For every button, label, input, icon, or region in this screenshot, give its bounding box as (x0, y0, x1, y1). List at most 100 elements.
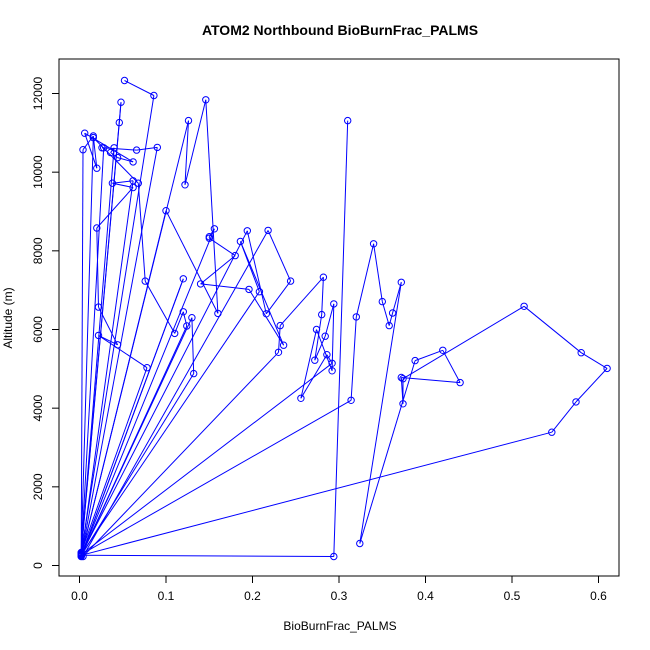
series-segment (174, 311, 184, 334)
series-segment (80, 137, 94, 553)
x-tick-label: 0.4 (417, 589, 434, 603)
series-segment (326, 354, 333, 364)
data-point (120, 76, 129, 85)
data-point (297, 394, 305, 402)
data-point (117, 98, 125, 106)
series-segment (279, 276, 324, 326)
series-segment (580, 352, 608, 369)
series-segment (265, 280, 292, 315)
data-point (214, 309, 222, 318)
x-tick-label: 0.2 (244, 589, 261, 603)
series-segment (191, 317, 195, 374)
data-point (129, 158, 137, 166)
series-segment (402, 305, 525, 380)
data-point (188, 314, 196, 322)
data-point (236, 237, 245, 246)
y-tick-label: 12000 (31, 76, 45, 110)
series-segment (96, 187, 134, 229)
series-segment (165, 210, 219, 314)
series-segment (80, 147, 105, 556)
y-tick-label: 6000 (31, 316, 45, 343)
x-tick-label: 0.0 (71, 589, 88, 603)
data-point (89, 133, 98, 142)
series-segment (359, 282, 402, 544)
series-segment (350, 316, 357, 401)
data-point (577, 349, 585, 357)
series-segment (442, 350, 461, 383)
series-segment (184, 99, 207, 185)
data-point (323, 351, 331, 359)
series-segment (200, 255, 236, 285)
data-point (344, 116, 352, 125)
data-point (93, 224, 101, 232)
data-point (179, 308, 188, 316)
series-segment (80, 399, 352, 555)
series-segment (80, 230, 248, 555)
data-point (312, 325, 321, 334)
data-point (184, 116, 193, 125)
data-point (318, 310, 326, 319)
data-point (162, 207, 170, 215)
series-segment (182, 311, 188, 327)
series-segment (239, 241, 260, 292)
data-point (388, 309, 397, 317)
data-point (321, 332, 329, 340)
series-segment (401, 377, 461, 384)
data-point (190, 369, 198, 378)
series-segment (80, 210, 167, 556)
series-segment (80, 228, 215, 556)
data-point (311, 356, 319, 364)
data-point (385, 321, 393, 330)
data-point (113, 153, 122, 162)
series-segment (98, 334, 148, 369)
data-point (245, 285, 253, 294)
series-segment (80, 147, 158, 557)
series-segment (80, 149, 84, 556)
data-point (520, 302, 528, 310)
data-point (141, 277, 149, 285)
series-segment (80, 95, 155, 553)
data-point (439, 346, 447, 354)
series-layer (77, 76, 611, 561)
data-point (274, 348, 283, 356)
data-point (330, 552, 338, 561)
data-point (108, 179, 117, 187)
data-point (319, 273, 328, 281)
series-segment (300, 354, 328, 399)
series-segment (80, 278, 184, 556)
series-segment (324, 303, 335, 337)
data-point (548, 428, 556, 436)
data-point (132, 146, 141, 154)
series-segment (82, 135, 94, 151)
data-point (572, 398, 580, 406)
series-segment (246, 230, 267, 314)
series-segment (314, 336, 326, 361)
data-point (181, 181, 189, 189)
data-point (150, 91, 158, 100)
series-segment (92, 135, 98, 169)
series-segment (80, 367, 148, 553)
data-point (264, 226, 272, 235)
data-point (94, 303, 103, 311)
data-point (143, 364, 151, 372)
series-segment (82, 230, 269, 557)
series-segment (388, 312, 394, 326)
data-point (328, 367, 336, 375)
y-tick-label: 8000 (31, 237, 45, 264)
series-segment (80, 373, 195, 556)
series-segment (316, 329, 333, 371)
data-point (113, 341, 122, 349)
series-segment (98, 306, 119, 346)
data-point (202, 96, 210, 104)
series-segment (144, 280, 176, 334)
data-point (231, 251, 239, 260)
y-tick-label: 4000 (31, 394, 45, 421)
series-segment (200, 283, 250, 290)
data-point (347, 396, 355, 404)
series-segment (300, 329, 317, 399)
series-segment (96, 227, 99, 308)
series-segment (101, 147, 137, 151)
data-point (98, 144, 106, 152)
data-point (134, 179, 143, 187)
